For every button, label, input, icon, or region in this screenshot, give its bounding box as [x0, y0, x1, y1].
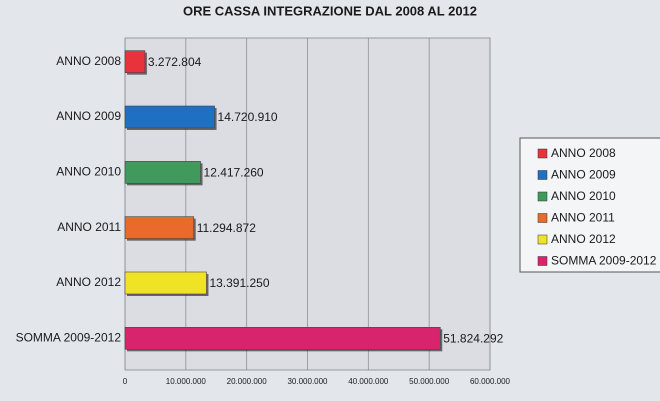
legend-swatch: [537, 213, 548, 223]
y-tick-label: ANNO 2012: [56, 275, 121, 289]
value-label: 14.720.910: [218, 110, 278, 124]
x-tick-label: 10.000.000: [166, 377, 207, 386]
y-tick-label: ANNO 2011: [57, 220, 121, 234]
legend: ANNO 2008 ANNO 2009 ANNO 2010 ANNO 2011 ANNO…: [519, 137, 660, 273]
legend-label: SOMMA 2009-2012: [551, 254, 657, 268]
x-tick-label: 40.000.000: [348, 377, 389, 386]
x-tick-label: 20.000.000: [227, 377, 268, 386]
y-tick-label: SOMMA 2009-2012: [16, 331, 122, 345]
value-label: 51.824.292: [443, 332, 503, 346]
legend-label: ANNO 2012: [551, 232, 616, 246]
bar: [124, 105, 215, 129]
x-tick-label: 30.000.000: [287, 377, 328, 386]
value-label: 3.272.804: [148, 55, 202, 69]
legend-label: ANNO 2011: [551, 211, 615, 225]
x-tick-label: 50.000.000: [409, 377, 450, 386]
value-label: 11.294.872: [197, 221, 256, 235]
value-label: 13.391.250: [209, 276, 269, 290]
legend-swatch: [537, 234, 548, 245]
x-tick-label: 60.000.000: [470, 377, 511, 386]
legend-box: [519, 137, 660, 273]
legend-swatch: [537, 170, 548, 180]
bar: [124, 327, 441, 350]
y-tick-label: ANNO 2008: [56, 54, 121, 68]
legend-label: ANNO 2010: [551, 189, 616, 203]
bar: [124, 161, 201, 184]
chart-title: ORE CASSA INTEGRAZIONE DAL 2008 AL 2012: [183, 3, 477, 18]
x-tick-label: 0: [123, 377, 128, 386]
legend-label: ANNO 2009: [551, 168, 616, 182]
legend-swatch: [537, 148, 548, 159]
legend-swatch: [537, 191, 548, 202]
legend-swatch: [537, 256, 548, 266]
value-label: 12.417.260: [204, 166, 264, 180]
y-tick-label: ANNO 2009: [56, 109, 121, 123]
bar: [124, 216, 195, 239]
legend-label: ANNO 2008: [551, 146, 616, 160]
bar: [124, 50, 146, 73]
y-tick-label: ANNO 2010: [56, 165, 121, 179]
bar: [124, 271, 207, 295]
